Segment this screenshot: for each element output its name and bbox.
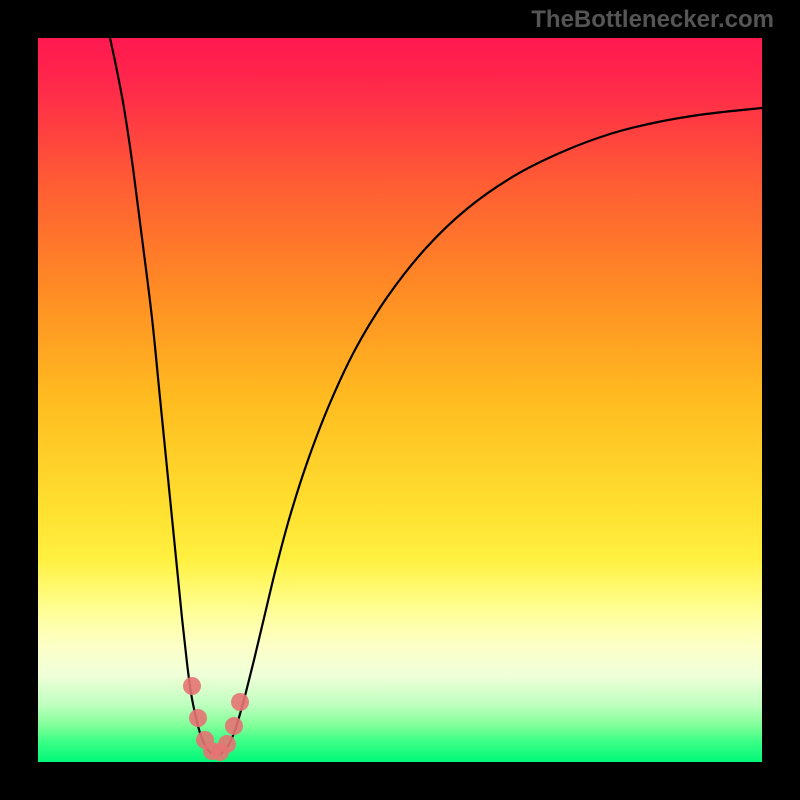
scatter-points xyxy=(183,677,249,761)
chart-container: TheBottlenecker.com xyxy=(0,0,800,800)
scatter-point xyxy=(218,735,236,753)
scatter-point xyxy=(183,677,201,695)
scatter-point xyxy=(189,709,207,727)
watermark-text: TheBottlenecker.com xyxy=(531,6,774,34)
scatter-point xyxy=(231,693,249,711)
scatter-point xyxy=(225,717,243,735)
chart-plot-layer xyxy=(38,38,762,762)
bottleneck-curve xyxy=(110,38,762,755)
